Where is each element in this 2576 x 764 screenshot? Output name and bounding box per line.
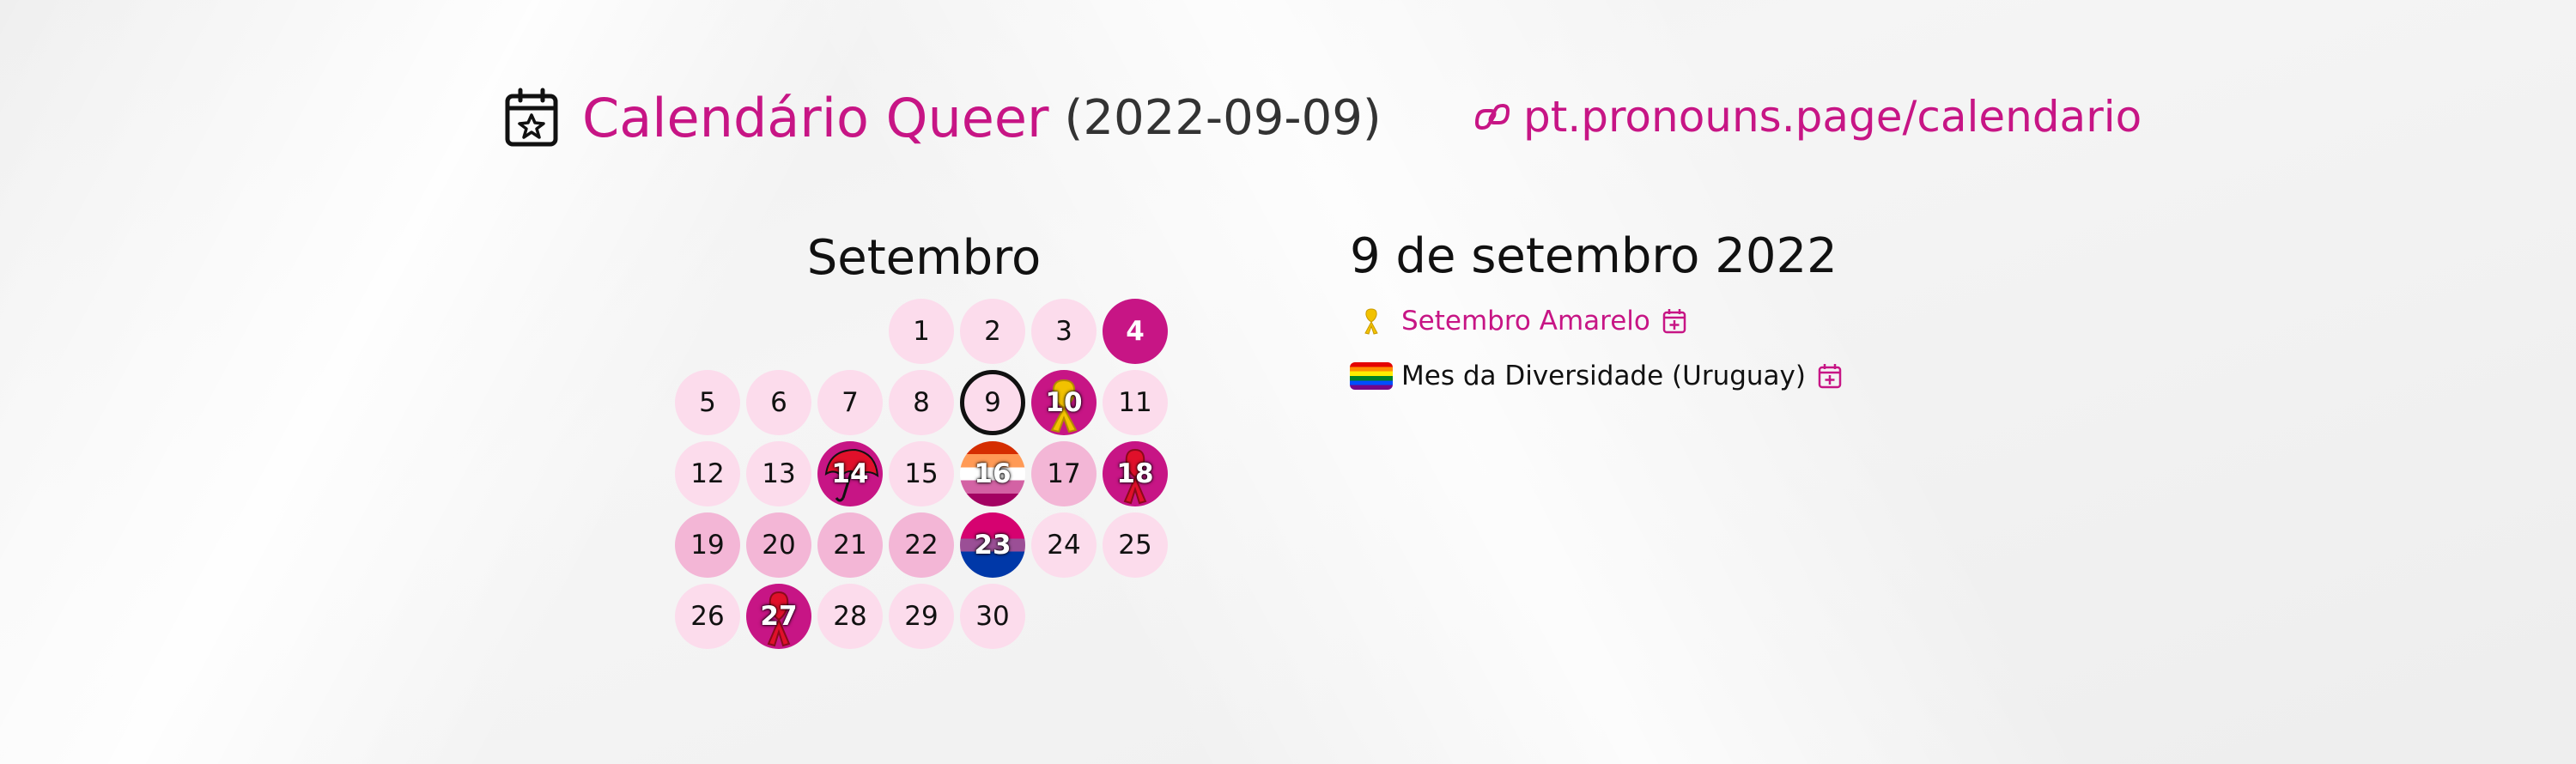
calendar-day-label: 16 — [974, 458, 1012, 489]
page-title: Calendário Queer — [582, 86, 1049, 149]
calendar-day-15[interactable]: 15 — [889, 441, 954, 506]
calendar-day-8[interactable]: 8 — [889, 370, 954, 435]
event-item-setembro-amarelo[interactable]: Setembro Amarelo — [1350, 300, 1842, 342]
calendar-day-21[interactable]: 21 — [817, 512, 883, 578]
calendar-day-14[interactable]: 14 — [817, 441, 883, 506]
rainbow-flag-icon — [1350, 362, 1393, 390]
calendar-day-7[interactable]: 7 — [817, 370, 883, 435]
add-to-calendar-icon[interactable] — [1818, 363, 1842, 389]
calendar-day-label: 17 — [1047, 458, 1081, 489]
calendar-day-16[interactable]: 16 — [960, 441, 1025, 506]
page-date: (2022-09-09) — [1064, 89, 1382, 146]
calendar-day-25[interactable]: 25 — [1103, 512, 1168, 578]
calendar-day-label: 21 — [833, 530, 867, 561]
calendar-day-label: 28 — [833, 601, 867, 632]
calendar-day-20[interactable]: 20 — [746, 512, 811, 578]
calendar-day-label: 13 — [762, 458, 796, 489]
calendar-day-label: 11 — [1118, 387, 1152, 418]
calendar-day-12[interactable]: 12 — [675, 441, 740, 506]
calendar-day-label: 27 — [760, 601, 798, 632]
calendar-day-label: 26 — [690, 601, 725, 632]
calendar-day-label: 30 — [975, 601, 1010, 632]
calendar-day-6[interactable]: 6 — [746, 370, 811, 435]
month-title: Setembro — [806, 230, 1042, 286]
calendar-day-label: 25 — [1118, 530, 1152, 561]
calendar-day-label: 8 — [913, 387, 930, 418]
calendar-day-label: 12 — [690, 458, 725, 489]
event-item-mes-da-diversidade[interactable]: Mes da Diversidade (Uruguay) — [1350, 355, 1842, 397]
calendar-day-label: 5 — [699, 387, 716, 418]
calendar-day-label: 24 — [1047, 530, 1081, 561]
calendar-day-2[interactable]: 2 — [960, 299, 1025, 364]
yellow-ribbon-icon — [1350, 307, 1393, 335]
calendar-star-icon — [505, 88, 558, 147]
red-ribbon-icon — [746, 584, 811, 649]
add-to-calendar-icon[interactable] — [1662, 308, 1686, 334]
calendar-day-23[interactable]: 23 — [960, 512, 1025, 578]
calendar-grid: 1 2 3 4 5 6 7 8 9 10 11 12 13 14 15 16 17 18 19 20 21 22 23 24 2… — [675, 299, 1173, 649]
calendar-day-11[interactable]: 11 — [1103, 370, 1168, 435]
calendar-day-label: 22 — [904, 530, 939, 561]
calendar-day-label: 1 — [913, 316, 930, 347]
calendar-day-label: 14 — [831, 458, 869, 489]
calendar-day-label: 19 — [690, 530, 725, 561]
calendar-day-18[interactable]: 18 — [1103, 441, 1168, 506]
event-label[interactable]: Setembro Amarelo — [1401, 306, 1650, 337]
calendar-day-label: 23 — [974, 530, 1012, 561]
calendar-day-label: 29 — [904, 601, 939, 632]
calendar-day-29[interactable]: 29 — [889, 584, 954, 649]
calendar-day-label: 2 — [984, 316, 1001, 347]
calendar-day-10[interactable]: 10 — [1031, 370, 1097, 435]
calendar-day-30[interactable]: 30 — [960, 584, 1025, 649]
event-label[interactable]: Mes da Diversidade (Uruguay) — [1401, 361, 1806, 391]
calendar-day-label: 15 — [904, 458, 939, 489]
calendar-day-9[interactable]: 9 — [960, 370, 1025, 435]
calendar-day-5[interactable]: 5 — [675, 370, 740, 435]
page-header: Calendário Queer (2022-09-09) — [505, 79, 1382, 156]
calendar-day-4[interactable]: 4 — [1103, 299, 1168, 364]
calendar-day-22[interactable]: 22 — [889, 512, 954, 578]
calendar-day-label: 4 — [1126, 316, 1145, 347]
calendar-day-28[interactable]: 28 — [817, 584, 883, 649]
calendar-day-19[interactable]: 19 — [675, 512, 740, 578]
calendar-blank-cell — [675, 299, 740, 364]
calendar-day-13[interactable]: 13 — [746, 441, 811, 506]
calendar-day-27[interactable]: 27 — [746, 584, 811, 649]
calendar-day-24[interactable]: 24 — [1031, 512, 1097, 578]
pronouns-page-logo-icon — [1474, 104, 1510, 130]
selected-day-title: 9 de setembro 2022 — [1350, 228, 1838, 284]
event-list: Setembro Amarelo Mes da Diversidade (Uru… — [1350, 300, 1842, 410]
calendar-day-label: 20 — [762, 530, 796, 561]
calendar-day-label: 6 — [770, 387, 787, 418]
calendar-day-3[interactable]: 3 — [1031, 299, 1097, 364]
red-umbrella-icon — [817, 441, 883, 506]
calendar-blank-cell — [817, 299, 883, 364]
calendar-day-26[interactable]: 26 — [675, 584, 740, 649]
site-url-link[interactable]: pt.pronouns.page/calendario — [1523, 92, 2142, 142]
calendar-blank-cell — [746, 299, 811, 364]
calendar-day-label: 9 — [984, 387, 1001, 418]
yellow-ribbon-icon — [1031, 370, 1097, 435]
calendar-day-label: 3 — [1055, 316, 1072, 347]
calendar-day-1[interactable]: 1 — [889, 299, 954, 364]
red-ribbon-icon — [1103, 441, 1168, 506]
calendar-day-17[interactable]: 17 — [1031, 441, 1097, 506]
calendar-day-label: 10 — [1045, 387, 1083, 418]
site-link[interactable]: pt.pronouns.page/calendario — [1473, 86, 2142, 148]
calendar-day-label: 7 — [841, 387, 859, 418]
calendar-day-label: 18 — [1116, 458, 1154, 489]
